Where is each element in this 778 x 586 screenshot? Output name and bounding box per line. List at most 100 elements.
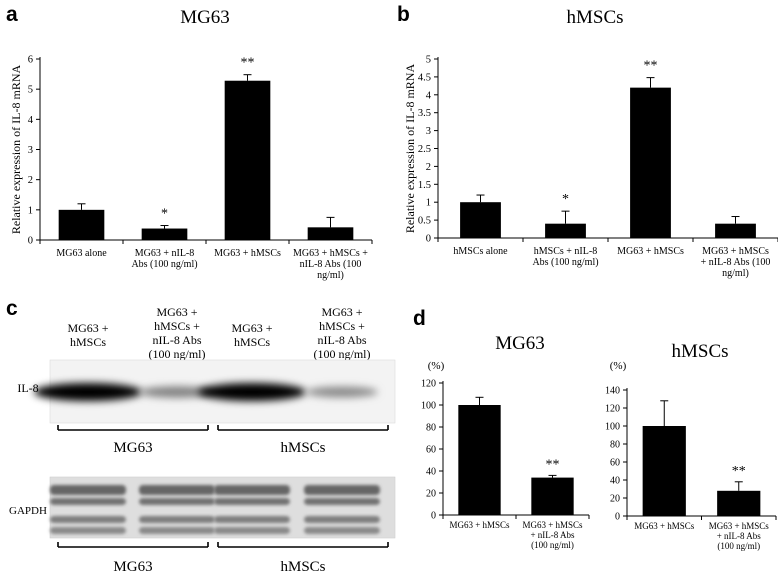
y-tick-label: 60 — [610, 458, 620, 469]
chart-title: hMSCs — [671, 341, 728, 362]
x-tick-label: hMSCs + nIL-8 Abs (100 ng/ml) — [532, 246, 598, 268]
y-tick-label: 40 — [610, 476, 620, 487]
bar — [460, 202, 501, 238]
y-tick-label: 1.5 — [418, 180, 431, 191]
bar — [717, 490, 761, 516]
y-axis-label: Relative expression of IL-8 mRNA — [9, 65, 23, 235]
il8-band — [34, 383, 142, 401]
x-tick-label: MG63 + hMSCs + nIL-8 Abs (100 ng/ml) — [522, 520, 583, 550]
lane-label: MG63 + hMSCs — [67, 321, 108, 349]
x-tick-label: MG63 alone — [56, 248, 107, 259]
y-tick-label: 0 — [28, 236, 33, 247]
y-tick-label: 0 — [615, 512, 620, 523]
bar — [307, 227, 354, 240]
y-tick-label: 140 — [605, 386, 620, 397]
y-tick-label: 20 — [426, 489, 436, 500]
y-tick-label: 4.5 — [418, 72, 431, 83]
significance-marker: * — [161, 207, 168, 222]
x-tick-label: MG63 + hMSCs — [449, 520, 510, 530]
significance-marker: ** — [644, 59, 658, 74]
bar — [545, 223, 586, 238]
bar — [58, 209, 105, 240]
gapdh-band — [50, 527, 126, 534]
western-blot: MG63 + hMSCs MG63 + hMSCs + nIL-8 Abs (100 ng… — [9, 305, 396, 575]
bar — [642, 426, 686, 516]
bar — [630, 87, 671, 238]
chart-hmscs-mrna: hMSCs Relative expression of IL-8 mRNA 0 0.… — [403, 7, 778, 279]
y-tick-label: 80 — [610, 440, 620, 451]
x-tick-label: MG63 + hMSCs — [617, 246, 684, 257]
x-tick-label: MG63 + hMSCs — [634, 521, 695, 531]
row-label-gapdh: GAPDH — [9, 505, 47, 517]
lane-label: MG63 + hMSCs + nIL-8 Abs (100 ng/ml) — [314, 305, 371, 361]
chart-title: MG63 — [180, 7, 230, 28]
il8-band — [306, 386, 378, 398]
significance-marker: ** — [546, 457, 560, 472]
y-tick-label: 4 — [28, 115, 34, 126]
y-tick-label: 60 — [426, 445, 436, 456]
y-tick-label: 6 — [28, 55, 33, 66]
x-tick-label: MG63 + hMSCs — [214, 248, 281, 259]
y-tick-label: 3 — [28, 145, 33, 156]
gapdh-band — [50, 498, 126, 505]
gapdh-band — [304, 527, 380, 534]
bar — [458, 405, 501, 515]
gapdh-band — [50, 516, 126, 523]
gapdh-band — [214, 527, 290, 534]
significance-marker: ** — [241, 56, 255, 71]
bar — [141, 228, 188, 240]
x-tick-label: MG63 + hMSCs + nIL-8 Abs (100 ng/ml) — [293, 248, 368, 281]
y-tick-label: 80 — [426, 423, 436, 434]
panel-letter-c: c — [6, 297, 18, 320]
y-tick-label: 5 — [426, 55, 431, 66]
y-tick-label: 20 — [610, 494, 620, 505]
group-label: MG63 — [113, 559, 152, 575]
significance-marker: ** — [732, 464, 746, 479]
y-tick-label: 2.5 — [418, 144, 431, 155]
y-tick-label: 40 — [426, 467, 436, 478]
gapdh-band — [139, 527, 215, 534]
chart-mg63-mrna: MG63 Relative expression of IL-8 mRNA 0 1 2 3… — [9, 7, 373, 281]
x-tick-label: MG63 + hMSCs + nIL-8 Abs (100 ng/ml) — [701, 246, 771, 279]
gapdh-band — [304, 516, 380, 523]
bar — [531, 477, 574, 515]
y-tick-label: 120 — [605, 404, 620, 415]
il8-band — [139, 386, 215, 398]
panel-letter-a: a — [6, 3, 18, 26]
gapdh-band — [139, 485, 215, 495]
y-axis-label: (%) — [610, 360, 627, 372]
y-tick-label: 3.5 — [418, 108, 431, 119]
x-tick-label: MG63 + hMSCs + nIL-8 Abs (100 ng/ml) — [709, 521, 770, 551]
gapdh-band — [139, 516, 215, 523]
group-label: MG63 — [113, 440, 152, 456]
y-axis-label: (%) — [428, 360, 445, 372]
y-tick-label: 1 — [28, 205, 33, 216]
panel-letter-b: b — [397, 3, 410, 26]
y-tick-label: 0 — [426, 234, 431, 245]
lane-label: MG63 + hMSCs + nIL-8 Abs (100 ng/ml) — [149, 305, 206, 361]
chart-hmscs-percent: hMSCs (%) 0 20 40 60 80 100 120 140 MG63 + hMSCs **… — [605, 341, 777, 551]
y-tick-label: 2 — [28, 175, 33, 186]
il8-band — [198, 383, 306, 401]
y-tick-label: 2 — [426, 162, 431, 173]
panel-letter-d: d — [413, 307, 426, 330]
lane-label: MG63 + hMSCs — [231, 321, 272, 349]
y-tick-label: 3 — [426, 126, 431, 137]
bar — [224, 80, 271, 240]
significance-marker: * — [562, 192, 569, 207]
gapdh-band — [214, 498, 290, 505]
group-label: hMSCs — [280, 440, 325, 456]
gapdh-band — [214, 516, 290, 523]
y-tick-label: 5 — [28, 85, 33, 96]
group-label: hMSCs — [280, 559, 325, 575]
y-tick-label: 100 — [605, 422, 620, 433]
bar — [715, 223, 756, 238]
gapdh-band — [304, 485, 380, 495]
y-tick-label: 100 — [421, 401, 436, 412]
chart-title: MG63 — [495, 333, 545, 354]
x-tick-label: MG63 + nIL-8 Abs (100 ng/ml) — [131, 248, 197, 270]
y-tick-label: 0 — [431, 511, 436, 522]
chart-title: hMSCs — [566, 7, 623, 28]
gapdh-band — [214, 485, 290, 495]
